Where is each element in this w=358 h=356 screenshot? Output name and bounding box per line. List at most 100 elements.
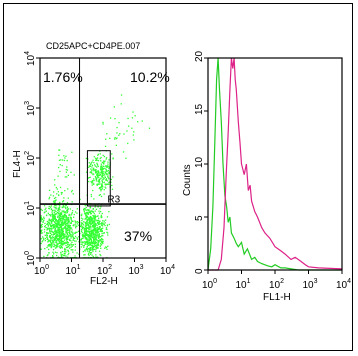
scatter-point <box>47 232 49 234</box>
scatter-point <box>64 216 66 218</box>
scatter-point <box>52 234 54 236</box>
scatter-point <box>63 159 66 162</box>
scatter-point <box>92 219 94 221</box>
scatter-point <box>92 182 94 184</box>
scatter-point <box>40 226 42 228</box>
scatter-point <box>40 242 42 245</box>
scatter-point <box>67 174 69 176</box>
scatter-point <box>58 194 60 196</box>
scatter-point <box>61 210 63 212</box>
scatter-point <box>59 224 62 226</box>
scatter-point <box>57 243 59 245</box>
scatter-point <box>105 138 107 140</box>
scatter-point <box>101 172 103 174</box>
scatter-point <box>67 254 69 256</box>
scatter-point <box>96 219 98 221</box>
scatter-point <box>61 241 63 243</box>
scatter-point <box>92 247 94 249</box>
scatter-point <box>60 193 63 195</box>
scatter-point <box>81 232 83 234</box>
scatter-point <box>59 245 61 247</box>
scatter-point <box>57 235 60 237</box>
scatter-point <box>60 237 62 239</box>
scatter-point <box>95 177 97 179</box>
scatter-point <box>45 207 47 209</box>
scatter-point <box>106 224 109 226</box>
scatter-point <box>90 217 92 219</box>
scatter-point <box>95 241 97 243</box>
scatter-point <box>74 220 76 222</box>
scatter-point <box>94 231 96 233</box>
scatter-point <box>59 239 62 242</box>
scatter-point <box>61 225 63 227</box>
scatter-point <box>55 206 57 209</box>
scatter-point <box>101 173 103 175</box>
histogram-y-ticks: 0 5 10 15 20 <box>194 50 208 274</box>
scatter-point <box>92 226 94 228</box>
scatter-point <box>76 237 78 239</box>
scatter-point <box>63 210 65 212</box>
scatter-point <box>53 215 55 217</box>
scatter-point <box>64 221 66 223</box>
scatter-point <box>92 255 94 258</box>
scatter-point <box>65 215 67 217</box>
scatter-point <box>46 246 48 249</box>
scatter-point <box>88 232 90 234</box>
scatter-point <box>93 233 95 235</box>
scatter-point <box>61 192 63 194</box>
scatter-point <box>90 181 92 183</box>
scatter-point <box>43 255 45 258</box>
scatter-point <box>108 172 111 175</box>
scatter-point <box>65 255 67 257</box>
scatter-point <box>66 209 68 211</box>
scatter-point <box>54 214 56 216</box>
scatter-point <box>61 232 63 234</box>
scatter-point <box>105 166 108 168</box>
scatter-point <box>85 214 88 216</box>
scatter-point <box>47 241 49 243</box>
scatter-point <box>99 245 101 247</box>
scatter-point <box>49 206 52 208</box>
scatter-point <box>51 242 53 244</box>
scatter-point <box>97 242 99 245</box>
scatter-point <box>106 170 108 172</box>
scatter-point <box>99 153 101 155</box>
scatter-point <box>47 225 50 227</box>
scatter-point <box>68 214 70 216</box>
histogram-x-axis-label: FL1-H <box>263 292 291 303</box>
scatter-point <box>86 241 88 243</box>
scatter-point <box>106 225 109 227</box>
scatter-point <box>93 167 95 169</box>
scatter-point <box>40 208 42 210</box>
scatter-point <box>102 169 104 171</box>
scatter-point <box>102 182 104 184</box>
scatter-point <box>68 217 70 219</box>
scatter-point <box>70 221 72 224</box>
scatter-point <box>104 186 106 188</box>
scatter-point <box>91 246 93 248</box>
scatter-point <box>68 225 70 227</box>
scatter-point <box>48 214 51 216</box>
scatter-point <box>90 244 92 247</box>
scatter-point <box>64 235 67 237</box>
scatter-point <box>94 236 96 238</box>
scatter-point <box>71 231 73 233</box>
scatter-point <box>58 233 61 235</box>
scatter-point <box>80 241 82 243</box>
scatter-point <box>87 234 89 236</box>
scatter-point <box>98 174 101 176</box>
scatter-point <box>85 222 88 224</box>
scatter-point <box>59 164 61 166</box>
scatter-point <box>86 234 89 236</box>
scatter-point <box>56 238 59 241</box>
scatter-x-axis-label: FL2-H <box>90 276 118 287</box>
scatter-point <box>83 234 85 236</box>
scatter-point <box>43 217 45 220</box>
scatter-point <box>52 216 54 218</box>
scatter-point <box>57 215 59 217</box>
scatter-point <box>50 209 53 211</box>
scatter-point <box>98 172 100 174</box>
scatter-point <box>44 234 46 236</box>
scatter-point <box>98 250 101 252</box>
scatter-point <box>57 245 59 248</box>
